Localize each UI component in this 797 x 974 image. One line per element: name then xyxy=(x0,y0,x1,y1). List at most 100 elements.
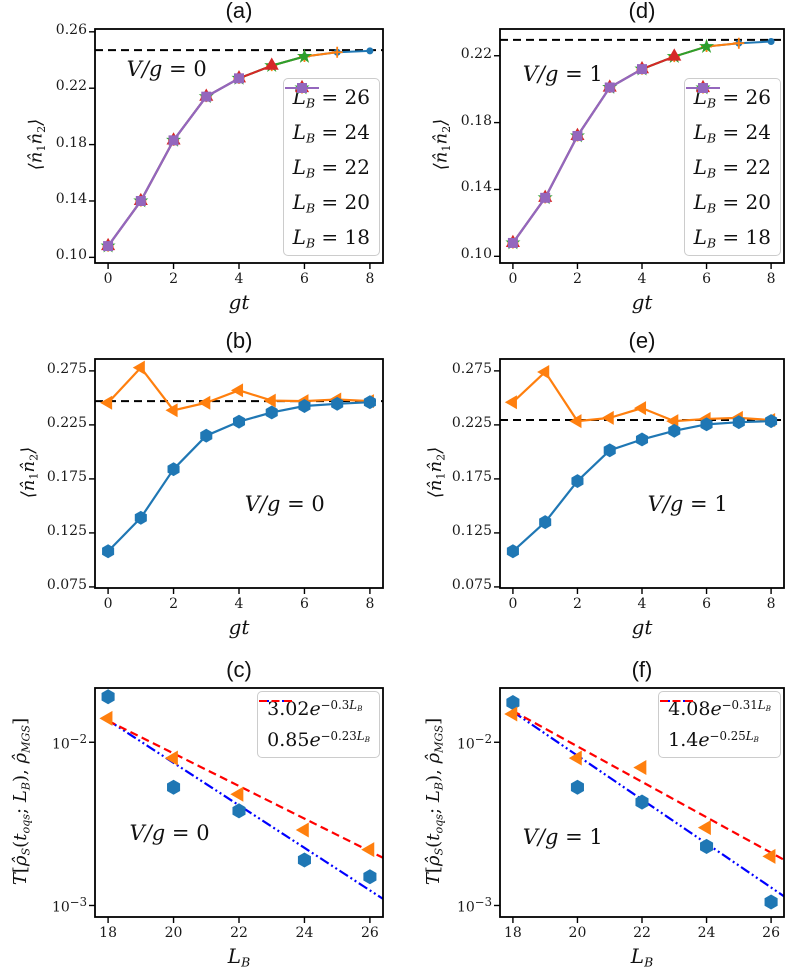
legend-label: LB = 22 xyxy=(693,155,771,181)
legend-a: LB = 26 LB = 24 LB = 22 LB = 20 LB = 18 xyxy=(282,78,380,256)
x-tick-label-f-0: 18 xyxy=(503,925,522,941)
x-tick-label-c-2: 22 xyxy=(230,925,248,941)
x-axis-label-e: gt xyxy=(631,615,653,639)
data-point-f-0-4 xyxy=(764,894,778,910)
y-tick-label-f-1: 10−3 xyxy=(456,895,492,917)
annotation-c: V/g = 0 xyxy=(129,820,210,845)
data-point-e-1-8 xyxy=(765,414,778,429)
data-point-b-0-5 xyxy=(263,393,276,408)
panel-title-d: (d) xyxy=(628,0,656,23)
y-tick-label-b-3: 0.225 xyxy=(46,414,87,431)
data-point-b-0-1 xyxy=(132,360,145,375)
annotation-d: V/g = 1 xyxy=(522,61,603,86)
legend-entry-d-4: LB = 18 xyxy=(685,83,771,251)
legend-marker-icon xyxy=(660,700,695,702)
y-tick-label-c-1: 10−3 xyxy=(51,895,87,917)
data-point-e-0-2 xyxy=(569,414,582,429)
data-point-e-1-6 xyxy=(700,417,713,432)
y-tick-label-b-0: 0.075 xyxy=(46,576,87,593)
y-tick-label-f-0: 10−2 xyxy=(456,732,492,753)
data-point-a-3-5 xyxy=(264,57,279,70)
y-tick-label-e-1: 0.125 xyxy=(451,522,492,539)
data-point-c-0-0 xyxy=(101,689,115,705)
data-point-a-4-1 xyxy=(135,195,146,206)
x-tick-label-a-4: 8 xyxy=(365,271,375,287)
x-axis-label-c: LB xyxy=(227,944,251,970)
plot-canvas-d xyxy=(494,28,785,269)
y-tick-label-d-3: 0.22 xyxy=(460,45,492,62)
x-tick-label-a-1: 2 xyxy=(169,271,178,287)
y-tick-label-a-0: 0.10 xyxy=(55,247,87,264)
data-point-c-1-1 xyxy=(164,750,178,766)
y-axis-label-a: ⟨n̂1n̂2⟩ xyxy=(25,118,48,171)
data-point-f-1-0 xyxy=(504,706,518,722)
data-point-e-1-3 xyxy=(603,443,616,458)
legend-label: 4.08e−0.31LB xyxy=(668,698,771,720)
x-axis-label-f: LB xyxy=(630,944,654,970)
panel-e: 0 2 4 6 8 0.075 0.125 0.175 0.225 0.275 (e) gt ⟨n̂1n… xyxy=(397,328,797,650)
legend-marker-icon xyxy=(284,83,319,93)
data-point-c-1-0 xyxy=(99,710,113,726)
data-point-d-4-3 xyxy=(604,82,615,93)
annotation-b: V/g = 0 xyxy=(244,491,325,516)
data-point-d-4-4 xyxy=(637,64,647,75)
data-point-c-1-2 xyxy=(230,786,244,802)
annotation-e: V/g = 1 xyxy=(647,491,728,516)
x-tick-label-a-2: 4 xyxy=(234,271,244,287)
data-point-a-2-6 xyxy=(296,48,312,63)
data-point-c-0-4 xyxy=(363,869,377,885)
x-tick-label-e-0: 0 xyxy=(508,596,518,612)
x-tick-label-e-2: 4 xyxy=(637,596,647,612)
data-point-c-1-4 xyxy=(361,842,375,858)
series-line-e-0 xyxy=(511,370,773,423)
data-point-e-0-3 xyxy=(601,410,614,425)
x-axis-label-d: gt xyxy=(631,290,653,314)
y-tick-label-b-2: 0.175 xyxy=(46,468,87,485)
y-axis-label-b: ⟨n̂1n̂2⟩ xyxy=(17,446,40,498)
x-tick-label-e-4: 8 xyxy=(766,596,776,612)
x-tick-label-f-2: 22 xyxy=(633,925,651,941)
annotation-f: V/g = 1 xyxy=(522,825,603,850)
data-point-e-1-7 xyxy=(732,415,745,430)
panel-f: 18 20 22 24 26 10−2 10−3 (f) LB T[ρ̂S(toqs; LB), … xyxy=(397,650,797,974)
series-line-d-4 xyxy=(511,67,644,245)
data-point-c-1-3 xyxy=(295,822,309,838)
y-tick-label-e-3: 0.225 xyxy=(451,414,492,431)
y-tick-label-d-2: 0.18 xyxy=(460,112,492,129)
x-tick-label-d-2: 4 xyxy=(637,271,647,287)
data-point-d-3-5 xyxy=(667,48,682,61)
data-point-d-2-6 xyxy=(699,38,715,53)
data-point-b-1-1 xyxy=(134,510,147,525)
data-point-b-1-4 xyxy=(232,414,246,429)
panel-title-f: (f) xyxy=(631,657,653,682)
data-point-e-0-4 xyxy=(633,401,647,416)
data-point-b-1-5 xyxy=(265,405,278,420)
x-tick-label-c-4: 26 xyxy=(360,925,379,941)
x-tick-label-c-1: 20 xyxy=(164,925,183,941)
legend-label: 0.85e−0.23LB xyxy=(267,729,370,751)
panel-d: 0 2 4 6 8 0.10 0.14 0.18 0.22 (d) gt ⟨n̂1n̂2⟩ V/g = … xyxy=(397,0,797,330)
data-point-e-1-2 xyxy=(571,474,584,489)
y-tick-label-e-4: 0.275 xyxy=(451,360,492,377)
x-tick-label-b-2: 4 xyxy=(234,596,244,612)
annotation-a: V/g = 0 xyxy=(126,57,207,82)
data-point-b-1-3 xyxy=(200,428,213,443)
x-tick-label-d-0: 0 xyxy=(508,271,518,287)
data-point-b-0-2 xyxy=(165,403,178,418)
data-point-a-0-8 xyxy=(366,47,374,55)
y-axis-label-e: ⟨n̂1n̂2⟩ xyxy=(424,446,447,498)
y-tick-label-a-1: 0.14 xyxy=(55,190,87,207)
data-point-b-1-6 xyxy=(298,399,311,413)
legend-label: LB = 18 xyxy=(693,225,771,251)
data-point-a-4-2 xyxy=(168,135,179,146)
y-axis-label-d: ⟨n̂1n̂2⟩ xyxy=(430,118,453,171)
data-point-e-1-5 xyxy=(668,423,681,438)
x-tick-label-e-1: 2 xyxy=(572,596,582,612)
legend-entry-d-1: LB = 24 xyxy=(685,82,771,144)
panel-a: 0 2 4 6 8 0.10 0.14 0.18 0.22 0.26 (a) gt ⟨n̂1n̂2⟩ V/… xyxy=(0,0,397,330)
legend-marker-icon xyxy=(685,83,720,93)
legend-label: LB = 22 xyxy=(292,155,370,181)
x-axis-label-a: gt xyxy=(228,290,250,314)
legend-d: LB = 26 LB = 24 LB = 22 LB = 20 LB = 18 xyxy=(683,78,781,256)
